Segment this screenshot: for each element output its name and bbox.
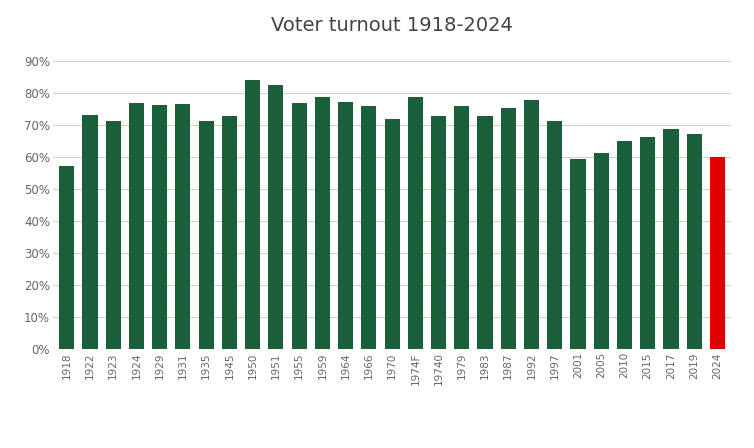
Bar	[82, 115, 97, 349]
Bar	[501, 108, 516, 349]
Bar	[361, 106, 376, 349]
Bar	[710, 157, 725, 349]
Bar	[454, 106, 469, 349]
Bar	[338, 102, 353, 349]
Bar	[315, 97, 330, 349]
Bar	[477, 116, 492, 349]
Bar	[292, 103, 307, 349]
Bar	[617, 141, 632, 349]
Title: Voter turnout 1918-2024: Voter turnout 1918-2024	[271, 16, 513, 35]
Bar	[245, 80, 260, 349]
Bar	[129, 103, 144, 349]
Bar	[176, 104, 191, 349]
Bar	[524, 100, 539, 349]
Bar	[268, 85, 284, 349]
Bar	[152, 105, 167, 349]
Bar	[59, 166, 75, 349]
Bar	[408, 97, 423, 349]
Bar	[593, 153, 608, 349]
Bar	[222, 116, 237, 349]
Bar	[106, 121, 121, 349]
Bar	[571, 159, 586, 349]
Bar	[547, 121, 562, 349]
Bar	[640, 138, 655, 349]
Bar	[687, 134, 702, 349]
Bar	[385, 119, 400, 349]
Bar	[664, 129, 679, 349]
Bar	[198, 121, 213, 349]
Bar	[431, 116, 446, 349]
